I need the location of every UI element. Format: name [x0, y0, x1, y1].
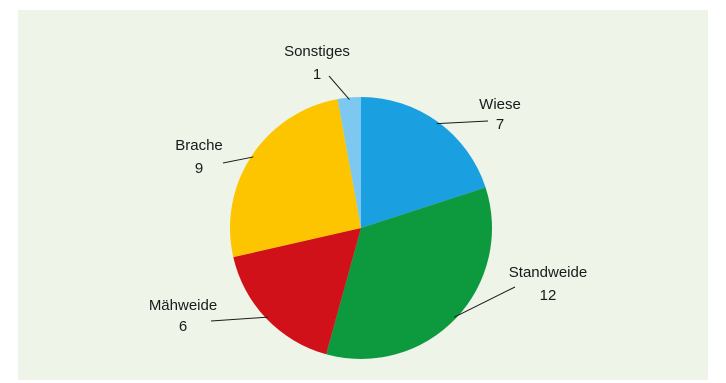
leader-line-standweide [454, 286, 516, 318]
slice-label-sonstiges: Sonstiges [284, 43, 350, 60]
slice-value-standweide: 12 [540, 287, 557, 304]
chart-panel: Wiese 7 Standweide 12 Mähweide 6 Brache 9 Sonsti… [18, 10, 708, 380]
slice-label-wiese: Wiese [479, 96, 521, 113]
pie-slice-standweide [326, 187, 493, 360]
pie-chart: Wiese 7 Standweide 12 Mähweide 6 Brache 9 Sonsti… [149, 43, 587, 360]
leader-lines [210, 75, 516, 322]
pie-slices [229, 97, 493, 360]
slice-value-brache: 9 [195, 160, 203, 177]
pie-slice-mähweide [233, 228, 361, 355]
pie-slice-brache [229, 99, 361, 258]
leader-line-sonstiges [328, 75, 350, 100]
slice-label-mähweide: Mähweide [149, 297, 217, 314]
slice-label-standweide: Standweide [509, 264, 587, 281]
leader-line-mähweide [210, 316, 268, 322]
leader-line-brache [222, 156, 254, 164]
slice-value-sonstiges: 1 [313, 66, 321, 83]
slice-value-wiese: 7 [496, 116, 504, 133]
slice-label-brache: Brache [175, 137, 223, 154]
slice-value-mähweide: 6 [179, 318, 187, 335]
slice-labels: Wiese 7 Standweide 12 Mähweide 6 Brache 9 Sonsti… [149, 43, 587, 335]
pie-slice-wiese [361, 97, 486, 228]
leader-line-wiese [436, 120, 489, 125]
pie-slice-sonstiges [337, 97, 361, 228]
